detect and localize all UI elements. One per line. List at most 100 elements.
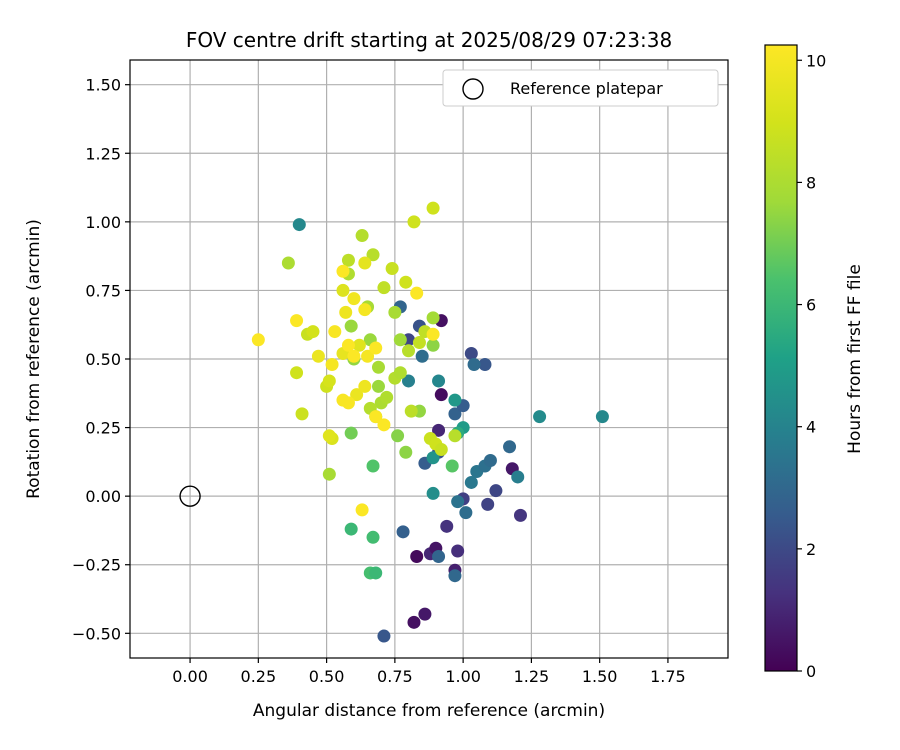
data-point (451, 544, 465, 558)
data-point (467, 357, 481, 371)
data-point (396, 525, 410, 539)
data-point (369, 566, 383, 580)
data-point (410, 550, 424, 564)
data-point (322, 374, 336, 388)
data-point (339, 305, 353, 319)
y-axis-ticks: −0.50 −0.25 0.00 0.25 0.50 0.75 1.00 1.25 1.50 (72, 76, 130, 643)
data-point (369, 410, 383, 424)
colorbar-ticks: 0 2 4 6 8 10 (797, 51, 826, 681)
data-point (451, 495, 465, 509)
data-point (399, 445, 413, 459)
data-point (341, 396, 355, 410)
data-point (399, 275, 413, 289)
data-point (415, 349, 429, 363)
data-point (393, 333, 407, 347)
data-point (385, 261, 399, 275)
data-point (434, 443, 448, 457)
data-point (336, 264, 350, 278)
data-point (352, 338, 366, 352)
data-point (347, 349, 361, 363)
legend-box (442, 69, 719, 107)
data-point (412, 336, 426, 350)
data-point (481, 497, 495, 511)
colorbar-tick-label: 4 (806, 418, 816, 437)
data-point (426, 338, 440, 352)
x-tick-label: 0.25 (241, 667, 277, 686)
y-tick-label: 0.50 (85, 350, 121, 369)
x-tick-label: 1.50 (582, 667, 618, 686)
x-axis-ticks: 0.00 0.25 0.50 0.75 1.00 1.25 1.50 1.75 (172, 658, 686, 686)
chart-title: FOV centre drift starting at 2025/08/29 … (186, 28, 672, 52)
data-point (371, 379, 385, 393)
data-point (440, 519, 454, 533)
data-point (459, 506, 473, 520)
data-point (464, 347, 478, 361)
data-point (292, 218, 306, 232)
y-tick-label: 1.50 (85, 76, 121, 95)
data-point (511, 470, 525, 484)
data-point (391, 429, 405, 443)
data-point (448, 407, 462, 421)
y-tick-label: 0.25 (85, 419, 121, 438)
colorbar-tick-label: 10 (806, 51, 826, 70)
data-point (513, 508, 527, 522)
colorbar: 0 2 4 6 8 10 Hours from first FF file (764, 44, 865, 681)
data-point (377, 418, 391, 432)
x-tick-label: 0.00 (172, 667, 208, 686)
data-point (366, 459, 380, 473)
data-point (328, 325, 342, 339)
data-point (448, 569, 462, 583)
data-point (377, 629, 391, 643)
colorbar-label: Hours from first FF file (845, 264, 865, 454)
data-point (371, 360, 385, 374)
reference-marker-layer (179, 485, 201, 507)
data-point (388, 305, 402, 319)
data-point (464, 475, 478, 489)
reference-platepar-marker (179, 485, 201, 507)
data-point (295, 407, 309, 421)
legend-marker-reference (462, 78, 484, 100)
data-points (251, 201, 609, 643)
x-tick-label: 0.50 (309, 667, 345, 686)
data-point (432, 550, 446, 564)
data-point (402, 344, 416, 358)
y-tick-label: −0.25 (72, 556, 121, 575)
data-point (358, 303, 372, 317)
data-point (426, 327, 440, 341)
data-point (404, 404, 418, 418)
colorbar-gradient (764, 44, 798, 672)
data-point (341, 338, 355, 352)
data-point (341, 253, 355, 267)
colorbar-tick-label: 6 (806, 296, 816, 315)
data-point (322, 467, 336, 481)
data-point (306, 325, 320, 339)
y-tick-label: 0.75 (85, 281, 121, 300)
data-point (344, 522, 358, 536)
y-tick-label: −0.50 (72, 624, 121, 643)
data-point (426, 486, 440, 500)
x-tick-label: 0.75 (377, 667, 413, 686)
data-point (595, 410, 609, 424)
data-point (355, 503, 369, 517)
data-point (402, 374, 416, 388)
y-tick-label: 1.25 (85, 144, 121, 163)
data-point (483, 453, 497, 467)
data-point (290, 314, 304, 328)
data-point (336, 283, 350, 297)
data-point (358, 256, 372, 270)
grid-lines (130, 60, 728, 658)
data-point (366, 248, 380, 262)
data-point (418, 607, 432, 621)
data-point (380, 390, 394, 404)
x-tick-label: 1.75 (650, 667, 686, 686)
data-point (426, 451, 440, 465)
data-point (311, 349, 325, 363)
data-point (290, 366, 304, 380)
y-tick-label: 0.00 (85, 487, 121, 506)
data-point (350, 388, 364, 402)
data-point (432, 374, 446, 388)
data-point (432, 423, 446, 437)
data-point (251, 333, 265, 347)
x-tick-label: 1.25 (514, 667, 550, 686)
